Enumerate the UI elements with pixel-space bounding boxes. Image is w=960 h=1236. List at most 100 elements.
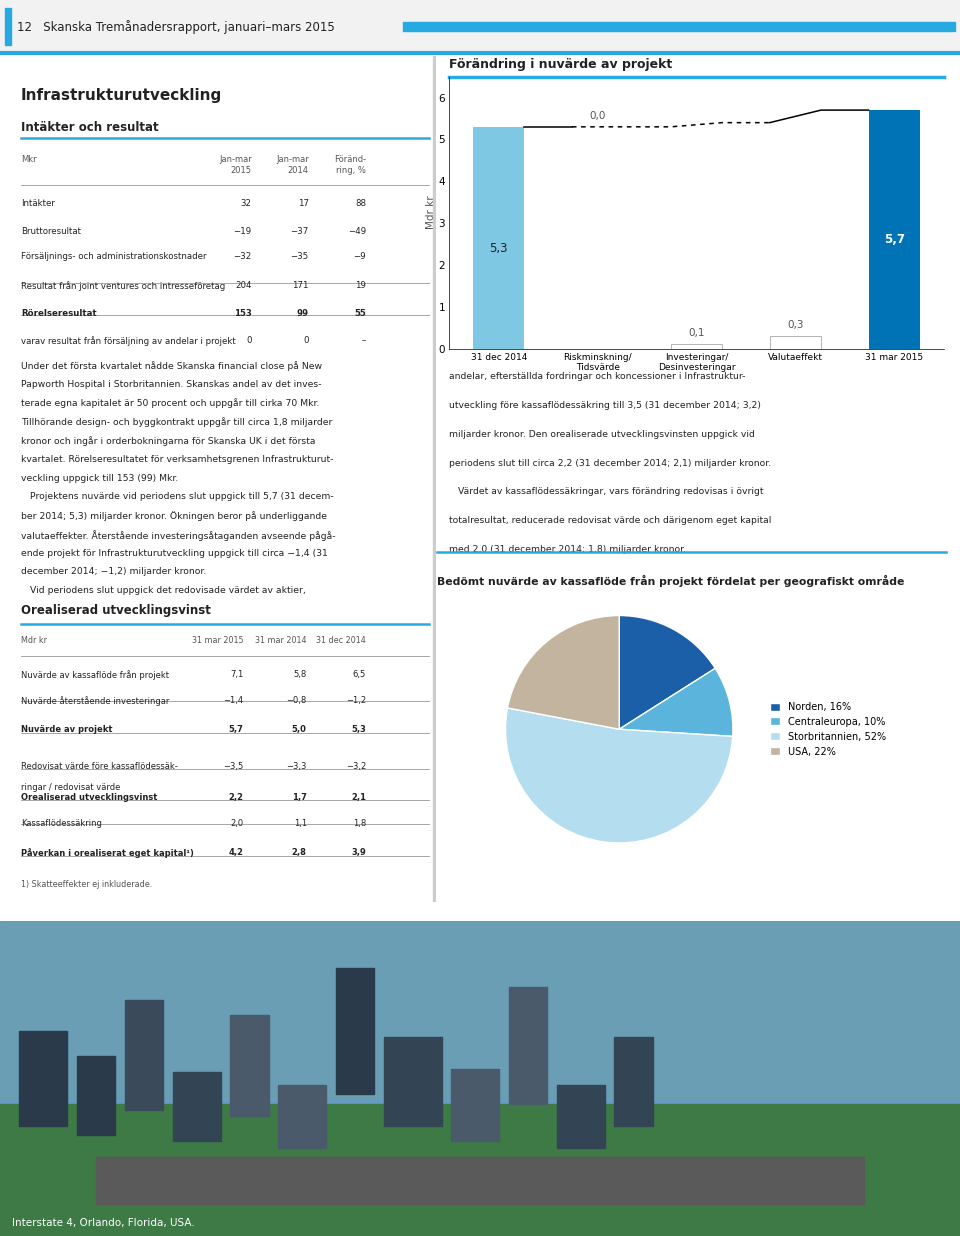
Text: Nuvärde av kassaflöde från projekt: Nuvärde av kassaflöde från projekt bbox=[21, 670, 169, 680]
Bar bbox=[0, 1105, 960, 1109]
Bar bbox=[403, 22, 955, 31]
Text: 6,5: 6,5 bbox=[352, 670, 366, 679]
Bar bbox=[0, 1104, 960, 1107]
Bar bbox=[451, 1069, 499, 1142]
Bar bbox=[0, 1105, 960, 1109]
Bar bbox=[0, 1105, 960, 1109]
Text: 2,0: 2,0 bbox=[230, 819, 244, 828]
Text: 0,0: 0,0 bbox=[589, 110, 606, 121]
Wedge shape bbox=[506, 708, 732, 843]
Bar bbox=[671, 345, 722, 349]
Bar bbox=[0, 1103, 960, 1106]
Bar bbox=[770, 336, 821, 349]
Text: december 2014; −1,2) miljarder kronor.: december 2014; −1,2) miljarder kronor. bbox=[21, 567, 206, 576]
Bar bbox=[173, 1072, 221, 1142]
Text: Orealiserad utvecklingsvinst: Orealiserad utvecklingsvinst bbox=[21, 794, 157, 802]
Bar bbox=[0, 1105, 960, 1109]
Text: −32: −32 bbox=[233, 252, 252, 261]
Text: 88: 88 bbox=[355, 199, 366, 209]
Bar bbox=[0, 1103, 960, 1106]
Text: totalresultat, reducerade redovisat värde och därigenom eget kapital: totalresultat, reducerade redovisat värd… bbox=[449, 517, 772, 525]
Text: 17: 17 bbox=[298, 199, 309, 209]
Text: 1) Skatteeffekter ej inkluderade.: 1) Skatteeffekter ej inkluderade. bbox=[21, 880, 153, 889]
Text: 7,1: 7,1 bbox=[230, 670, 244, 679]
Y-axis label: Mdr kr: Mdr kr bbox=[425, 195, 436, 230]
Bar bbox=[384, 1037, 442, 1126]
Text: Påverkan i orealiserat eget kapital¹): Påverkan i orealiserat eget kapital¹) bbox=[21, 848, 194, 858]
Text: Föränd-
ring, %: Föränd- ring, % bbox=[334, 156, 366, 174]
Bar bbox=[0, 1104, 960, 1107]
Text: ende projekt för Infrastrukturutveckling uppgick till circa −1,4 (31: ende projekt för Infrastrukturutveckling… bbox=[21, 549, 328, 557]
Text: Infrastrukturutveckling: Infrastrukturutveckling bbox=[21, 88, 223, 104]
Bar bbox=[0, 1104, 960, 1107]
Text: 1,1: 1,1 bbox=[294, 819, 306, 828]
Bar bbox=[0, 1106, 960, 1110]
Bar bbox=[0, 1104, 960, 1107]
Text: 99: 99 bbox=[297, 309, 309, 318]
Bar bbox=[473, 127, 524, 349]
Text: Intäkter och resultat: Intäkter och resultat bbox=[21, 121, 158, 135]
Text: 5,8: 5,8 bbox=[294, 670, 306, 679]
Text: Papworth Hospital i Storbritannien. Skanskas andel av det inves-: Papworth Hospital i Storbritannien. Skan… bbox=[21, 379, 322, 388]
Bar bbox=[0, 1106, 960, 1110]
Bar bbox=[0, 1104, 960, 1107]
Text: 2,8: 2,8 bbox=[292, 848, 306, 858]
Text: −3,2: −3,2 bbox=[346, 761, 366, 770]
Bar bbox=[0, 1104, 960, 1107]
Text: Jan-mar
2015: Jan-mar 2015 bbox=[219, 156, 252, 174]
Bar bbox=[0, 1104, 960, 1107]
Text: Mdr kr: Mdr kr bbox=[21, 637, 47, 645]
Bar bbox=[5, 7, 11, 46]
Text: ber 2014; 5,3) miljarder kronor. Ökningen beror på underliggande: ber 2014; 5,3) miljarder kronor. Ökninge… bbox=[21, 510, 327, 520]
Bar bbox=[0, 1103, 960, 1107]
Bar bbox=[0, 1105, 960, 1109]
Bar bbox=[0, 1105, 960, 1109]
Text: Mkr: Mkr bbox=[21, 156, 36, 164]
Text: Försäljnings- och administrationskostnader: Försäljnings- och administrationskostnad… bbox=[21, 252, 206, 261]
Text: Tillhörande design- och byggkontrakt uppgår till circa 1,8 miljarder: Tillhörande design- och byggkontrakt upp… bbox=[21, 418, 332, 428]
Text: −1,2: −1,2 bbox=[346, 696, 366, 706]
Bar bbox=[77, 1057, 115, 1135]
Bar bbox=[0, 1105, 960, 1109]
Bar bbox=[0, 1105, 960, 1109]
Bar bbox=[0, 1106, 960, 1110]
Wedge shape bbox=[619, 669, 732, 737]
Bar bbox=[0, 1103, 960, 1106]
Bar bbox=[19, 1031, 67, 1126]
Wedge shape bbox=[508, 616, 619, 729]
Text: 31 mar 2014: 31 mar 2014 bbox=[255, 637, 306, 645]
Bar bbox=[96, 1157, 864, 1204]
Text: Nuvärde återstående investeringar: Nuvärde återstående investeringar bbox=[21, 696, 170, 706]
Text: 3,9: 3,9 bbox=[351, 848, 366, 858]
Text: Nuvärde av projekt: Nuvärde av projekt bbox=[21, 726, 112, 734]
Text: 5,3: 5,3 bbox=[351, 726, 366, 734]
Bar bbox=[0, 1103, 960, 1106]
Text: 171: 171 bbox=[292, 282, 309, 290]
Text: 31 mar 2015: 31 mar 2015 bbox=[192, 637, 244, 645]
Text: valutaeffekter. Återstående investeringsåtaganden avseende pågå-: valutaeffekter. Återstående investerings… bbox=[21, 530, 336, 540]
Text: 4,2: 4,2 bbox=[228, 848, 244, 858]
Text: 5,3: 5,3 bbox=[490, 242, 508, 255]
Text: 0,1: 0,1 bbox=[688, 328, 705, 339]
Text: med 2,0 (31 december 2014; 1,8) miljarder kronor.: med 2,0 (31 december 2014; 1,8) miljarde… bbox=[449, 545, 686, 554]
Text: utveckling före kassaflödessäkring till 3,5 (31 december 2014; 3,2): utveckling före kassaflödessäkring till … bbox=[449, 400, 761, 410]
Text: Projektens nuvärde vid periodens slut uppgick till 5,7 (31 decem-: Projektens nuvärde vid periodens slut up… bbox=[21, 492, 334, 502]
Bar bbox=[336, 968, 374, 1094]
Legend: Norden, 16%, Centraleuropa, 10%, Storbritannien, 52%, USA, 22%: Norden, 16%, Centraleuropa, 10%, Storbri… bbox=[766, 698, 890, 760]
Bar bbox=[0, 1104, 960, 1107]
Text: −37: −37 bbox=[291, 226, 309, 236]
Text: 0,3: 0,3 bbox=[787, 320, 804, 330]
Text: andelar, efterställda fordringar och koncessioner i Infrastruktur-: andelar, efterställda fordringar och kon… bbox=[449, 372, 746, 381]
Bar bbox=[869, 110, 920, 349]
Text: 0: 0 bbox=[246, 336, 252, 345]
Text: Förändring i nuvärde av projekt: Förändring i nuvärde av projekt bbox=[449, 58, 673, 72]
Bar bbox=[0, 1105, 960, 1109]
Text: 153: 153 bbox=[234, 309, 252, 318]
Bar bbox=[0, 1104, 960, 1107]
Bar bbox=[278, 1085, 326, 1148]
Text: −1,4: −1,4 bbox=[224, 696, 244, 706]
Bar bbox=[0, 1105, 960, 1110]
Text: −3,5: −3,5 bbox=[224, 761, 244, 770]
Text: 2,2: 2,2 bbox=[228, 794, 244, 802]
Text: −9: −9 bbox=[353, 252, 366, 261]
